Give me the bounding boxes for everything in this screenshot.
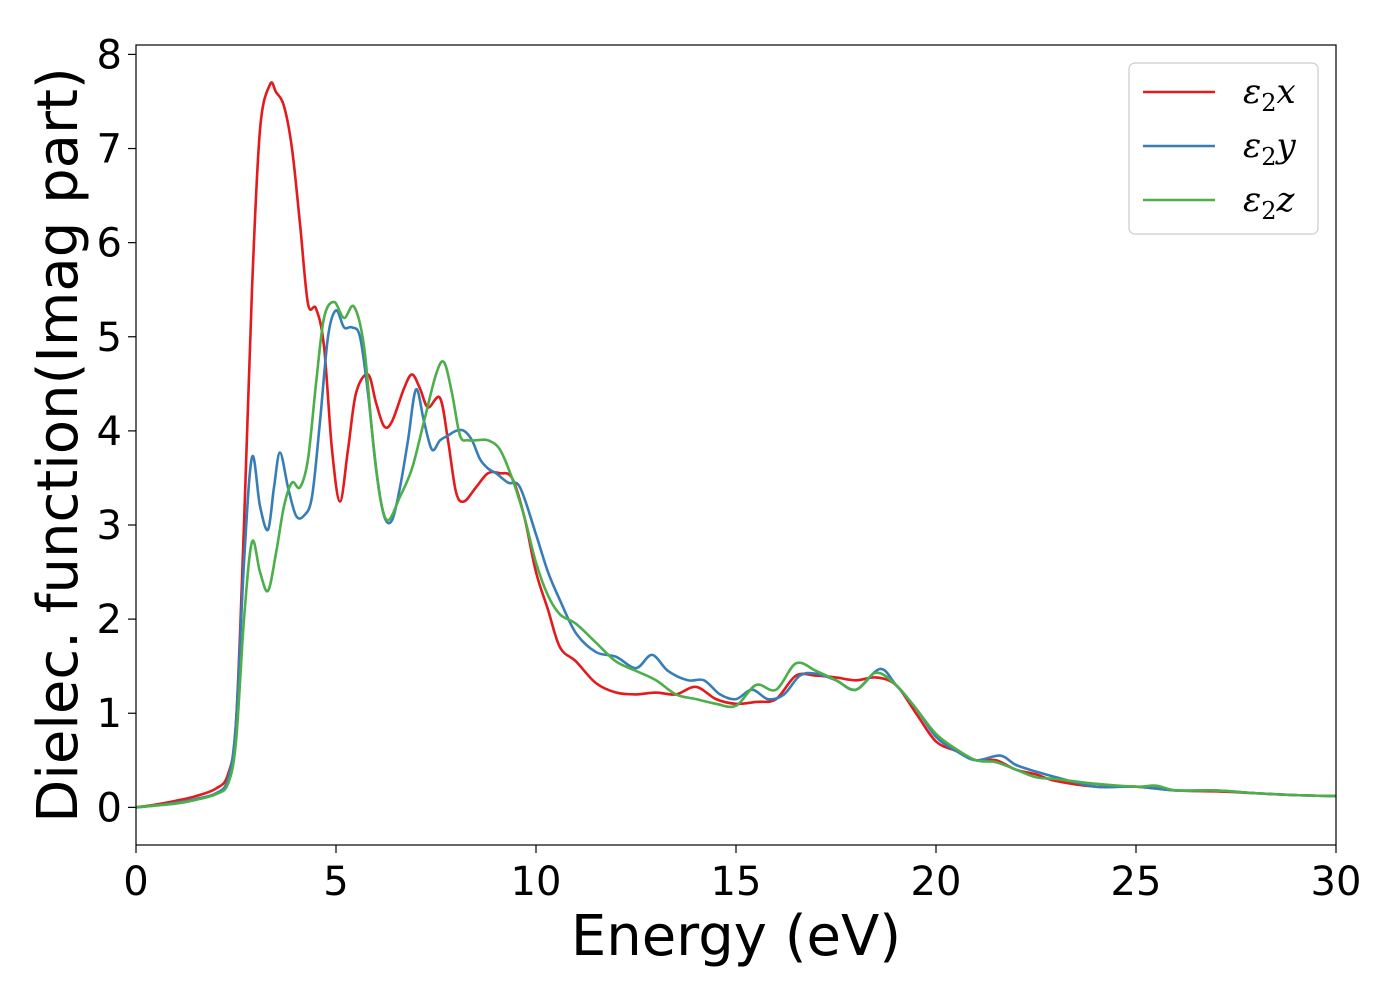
y-tick-label: 7 [97, 127, 122, 173]
y-tick-label: 2 [97, 597, 122, 643]
y-tick-label: 8 [97, 32, 122, 78]
x-tick-label: 0 [123, 859, 148, 905]
y-axis-title: Dielec. function(Imag part) [26, 67, 91, 823]
x-tick-label: 10 [511, 859, 562, 905]
legend-label: ε2x [1243, 72, 1296, 117]
legend-box [1128, 62, 1319, 235]
series-layer [135, 81, 1337, 809]
y-tick-label: 6 [97, 221, 122, 267]
legend: ε2x ε2y ε2z [1128, 62, 1319, 235]
series-line-z [135, 300, 1337, 809]
x-tick-label: 25 [1111, 859, 1162, 905]
x-tick-label: 30 [1311, 859, 1362, 905]
y-tick-label: 0 [97, 785, 122, 831]
y-tick-label: 1 [97, 691, 122, 737]
y-tick-label: 3 [97, 503, 122, 549]
y-tick-label: 5 [97, 315, 122, 361]
x-tick-label: 15 [711, 859, 762, 905]
series-line-x [135, 81, 1337, 809]
x-axis-title: Energy (eV) [571, 904, 901, 969]
legend-label: ε2z [1243, 180, 1296, 225]
series-line-y [135, 309, 1337, 809]
legend-label: ε2y [1243, 126, 1297, 171]
x-tick-label: 5 [323, 859, 348, 905]
y-axis-ticks: 0 1 2 3 4 5 6 7 8 [97, 32, 136, 831]
x-tick-label: 20 [911, 859, 962, 905]
y-tick-label: 4 [97, 409, 122, 455]
x-axis-ticks: 0 5 10 15 20 25 30 [123, 845, 1361, 905]
